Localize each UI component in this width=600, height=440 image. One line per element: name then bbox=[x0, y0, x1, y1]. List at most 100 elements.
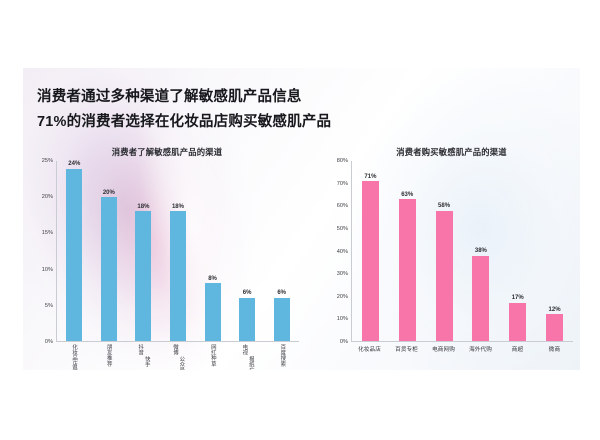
bar-column[interactable]: 38% bbox=[472, 161, 490, 341]
bar-rect[interactable] bbox=[100, 197, 117, 341]
bar-value-label: 58% bbox=[438, 203, 451, 209]
x-axis-label: 网红种草 bbox=[204, 342, 220, 370]
x-axis-label: 百度搜索 bbox=[274, 342, 290, 370]
x-axis-label: 抖音 快手 bbox=[135, 342, 151, 370]
bar-column[interactable]: 24% bbox=[66, 161, 83, 341]
y-axis-tick: 10% bbox=[336, 316, 348, 323]
bar-rect[interactable] bbox=[361, 181, 379, 341]
bar-value-label: 18% bbox=[137, 203, 150, 210]
y-axis-tick: 30% bbox=[336, 271, 348, 278]
x-axis-label-part: 报纸广告 bbox=[247, 356, 254, 370]
bar-rect[interactable] bbox=[509, 302, 527, 341]
bar-value-label: 38% bbox=[474, 248, 487, 254]
y-axis-tick: 0% bbox=[339, 339, 348, 345]
bars-area-purchase: 71% 63% 58% 38% 17% 12% bbox=[351, 161, 573, 342]
headline-block: 消费者通过多种渠道了解敏感肌产品信息 71%的消费者选择在化妆品店购买敏感肌产品 bbox=[37, 85, 457, 135]
bar-column[interactable]: 8% bbox=[204, 161, 221, 341]
headline-line-2: 71%的消费者选择在化妆品店购买敏感肌产品 bbox=[37, 114, 332, 130]
x-axis-label-part: 网红种草 bbox=[209, 344, 216, 367]
bar-group-awareness: 24% 20% 18% 18% 8% 6% 6% bbox=[57, 161, 299, 341]
bar-group-purchase: 71% 63% 58% 38% 17% 12% bbox=[352, 161, 573, 341]
bar-column[interactable]: 17% bbox=[509, 161, 527, 341]
y-axis-tick: 0% bbox=[44, 339, 53, 345]
y-axis-purchase: 0% 10% 20% 30% 40% 50% 60% 70% 80% bbox=[328, 158, 350, 345]
bar-value-label: 12% bbox=[548, 306, 561, 313]
x-axis-label: 百货专柜 bbox=[395, 342, 418, 353]
x-axis-labels-purchase: 化妆品店 百货专柜 电商网购 海外代购 商超 微商 bbox=[351, 342, 573, 353]
x-axis-label-part: 电视 bbox=[241, 344, 248, 356]
x-axis-labels-awareness: 化妆品店导购员 朋友推荐 抖音 快手 微博 公众号 网红种草 电视 报纸广告 百度搜索 bbox=[56, 342, 299, 370]
y-axis-tick: 70% bbox=[336, 180, 348, 187]
bar-rect[interactable] bbox=[169, 211, 186, 341]
bar-rect[interactable] bbox=[435, 210, 453, 341]
bar-value-label: 71% bbox=[364, 173, 377, 180]
bar-rect[interactable] bbox=[398, 199, 416, 341]
bar-column[interactable]: 18% bbox=[169, 161, 186, 341]
bar-rect[interactable] bbox=[135, 211, 152, 341]
bar-value-label: 8% bbox=[208, 275, 217, 282]
x-axis-label-part: 快手 bbox=[143, 356, 150, 368]
bar-column[interactable]: 20% bbox=[100, 161, 117, 341]
bar-value-label: 20% bbox=[102, 189, 115, 196]
y-axis-tick: 5% bbox=[44, 302, 53, 309]
x-axis-label-text: 商超 bbox=[511, 347, 524, 353]
y-axis-tick: 15% bbox=[41, 230, 53, 237]
bar-value-label: 6% bbox=[277, 290, 286, 297]
bar-rect[interactable] bbox=[204, 283, 221, 341]
x-axis-label: 海外代购 bbox=[469, 342, 492, 353]
x-axis-label-text: 微商 bbox=[548, 347, 561, 353]
chart-awareness-channels: 消费者了解敏感肌产品的渠道 0% 5% 10% 15% 20% 25% 24% 20% 18%… bbox=[33, 146, 301, 370]
x-axis-label-text: 海外代购 bbox=[469, 347, 492, 353]
x-axis-label-text: 化妆品店 bbox=[358, 347, 381, 353]
bar-column[interactable]: 18% bbox=[135, 161, 152, 341]
x-axis-label: 化妆品店 bbox=[358, 342, 381, 353]
plot-area-purchase: 0% 10% 20% 30% 40% 50% 60% 70% 80% 71% 63% 58% 38% 1… bbox=[328, 158, 575, 353]
bars-area-awareness: 24% 20% 18% 18% 8% 6% 6% bbox=[56, 161, 299, 342]
x-axis-label: 电视 报纸广告 bbox=[239, 342, 255, 370]
bar-value-label: 24% bbox=[68, 161, 81, 167]
x-axis-label-part: 百度搜索 bbox=[279, 344, 286, 367]
bar-column[interactable]: 6% bbox=[273, 161, 290, 341]
bar-column[interactable]: 63% bbox=[398, 161, 416, 341]
plot-area-awareness: 0% 5% 10% 15% 20% 25% 24% 20% 18% 18% 8% 6% 6% 化妆品店… bbox=[33, 158, 301, 370]
bar-column[interactable]: 58% bbox=[435, 161, 453, 341]
bar-column[interactable]: 12% bbox=[546, 161, 564, 341]
chart-title-awareness: 消费者了解敏感肌产品的渠道 bbox=[111, 147, 223, 157]
x-axis-label-part: 抖音 bbox=[137, 344, 144, 356]
bar-rect[interactable] bbox=[239, 297, 256, 341]
y-axis-awareness: 0% 5% 10% 15% 20% 25% bbox=[33, 158, 55, 345]
x-axis-label-text: 电商网购 bbox=[432, 347, 455, 353]
x-axis-label: 微博 公众号 bbox=[169, 342, 185, 370]
bar-value-label: 63% bbox=[401, 191, 414, 198]
x-axis-label-part: 公众号 bbox=[178, 356, 185, 370]
x-axis-label-part: 微博 bbox=[171, 344, 178, 356]
bar-value-label: 17% bbox=[511, 295, 524, 302]
bar-rect[interactable] bbox=[546, 314, 564, 341]
bar-rect[interactable] bbox=[66, 168, 83, 341]
bar-column[interactable]: 71% bbox=[361, 161, 379, 341]
y-axis-tick: 25% bbox=[41, 158, 53, 164]
x-axis-label: 微商 bbox=[546, 342, 563, 353]
y-axis-tick: 20% bbox=[336, 293, 348, 300]
chart-purchase-channels: 消费者购买敏感肌产品的渠道 0% 10% 20% 30% 40% 50% 60% 70% 80%… bbox=[328, 146, 575, 353]
y-axis-tick: 80% bbox=[336, 158, 348, 164]
y-axis-tick: 10% bbox=[41, 266, 53, 273]
y-axis-tick: 60% bbox=[336, 203, 348, 210]
bar-value-label: 6% bbox=[242, 290, 252, 297]
y-axis-tick: 40% bbox=[336, 248, 348, 255]
x-axis-label: 化妆品店导购员 bbox=[65, 342, 81, 370]
headline-line-1: 消费者通过多种渠道了解敏感肌产品信息 bbox=[37, 89, 302, 105]
y-axis-tick: 50% bbox=[336, 225, 348, 232]
x-axis-label: 电商网购 bbox=[432, 342, 455, 353]
bar-value-label: 18% bbox=[171, 203, 184, 210]
y-axis-tick: 20% bbox=[41, 194, 53, 201]
bar-rect[interactable] bbox=[472, 255, 490, 341]
x-axis-label-part: 朋友推荐 bbox=[105, 344, 112, 367]
x-axis-label-text: 百货专柜 bbox=[395, 347, 418, 353]
bar-rect[interactable] bbox=[273, 297, 290, 341]
x-axis-label: 商超 bbox=[509, 342, 526, 353]
chart-title-purchase: 消费者购买敏感肌产品的渠道 bbox=[396, 147, 507, 157]
bar-column[interactable]: 6% bbox=[239, 161, 256, 341]
x-axis-label-part: 化妆品店导购员 bbox=[71, 344, 78, 370]
x-axis-label: 朋友推荐 bbox=[100, 342, 116, 370]
